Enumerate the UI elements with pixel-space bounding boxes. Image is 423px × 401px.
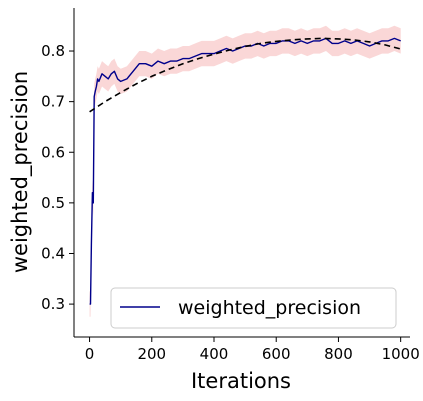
- y-axis-title: weighted_precision: [8, 71, 33, 273]
- error-band-layer: [89, 25, 401, 317]
- x-tick-label: 0: [85, 345, 95, 363]
- x-tick-label: 200: [137, 345, 166, 363]
- y-tick-label: 0.4: [41, 244, 65, 262]
- axes: [73, 8, 410, 338]
- y-tick-label: 0.6: [41, 143, 65, 161]
- series-layer: [89, 37, 401, 305]
- y-ticks: 0.3 0.4 0.5 0.6 0.7 0.8: [41, 42, 74, 313]
- x-axis-title: Iterations: [191, 369, 291, 393]
- x-tick-label: 800: [324, 345, 353, 363]
- y-tick-label: 0.3: [41, 295, 65, 313]
- x-tick-label: 600: [262, 345, 291, 363]
- y-tick-label: 0.7: [41, 93, 65, 111]
- x-tick-label: 400: [200, 345, 229, 363]
- y-tick-label: 0.5: [41, 194, 65, 212]
- x-tick-label: 1000: [382, 345, 420, 363]
- error-band: [89, 25, 401, 317]
- legend-label-weighted-precision: weighted_precision: [178, 297, 361, 319]
- x-ticks: 0 200 400 600 800 1000: [85, 337, 420, 363]
- legend: weighted_precision: [110, 287, 397, 329]
- series-line-weighted-precision: [89, 37, 401, 305]
- legend-box: [110, 287, 397, 329]
- y-tick-label: 0.8: [41, 42, 65, 60]
- trend-line-dashed: [89, 37, 401, 113]
